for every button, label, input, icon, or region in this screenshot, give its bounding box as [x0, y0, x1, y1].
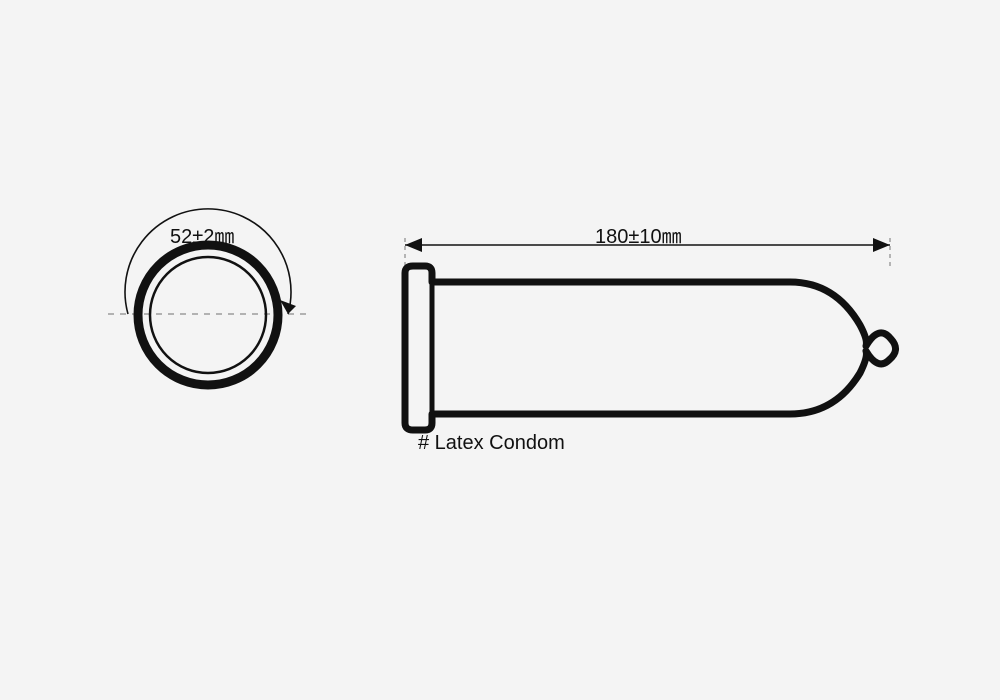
diagram-svg — [0, 0, 1000, 700]
ring-dimension-label: 52±2㎜ — [170, 220, 234, 249]
caption-label: # Latex Condom — [418, 432, 565, 455]
ring-inner — [150, 257, 266, 373]
ring-outer — [138, 245, 278, 385]
condom-outline — [405, 266, 896, 430]
diagram-canvas: 52±2㎜ 180±10㎜ # Latex Condom — [0, 0, 1000, 700]
dim-arrow-left — [405, 238, 422, 252]
length-dimension-label: 180±10㎜ — [595, 220, 682, 249]
dim-arrow-right — [873, 238, 890, 252]
